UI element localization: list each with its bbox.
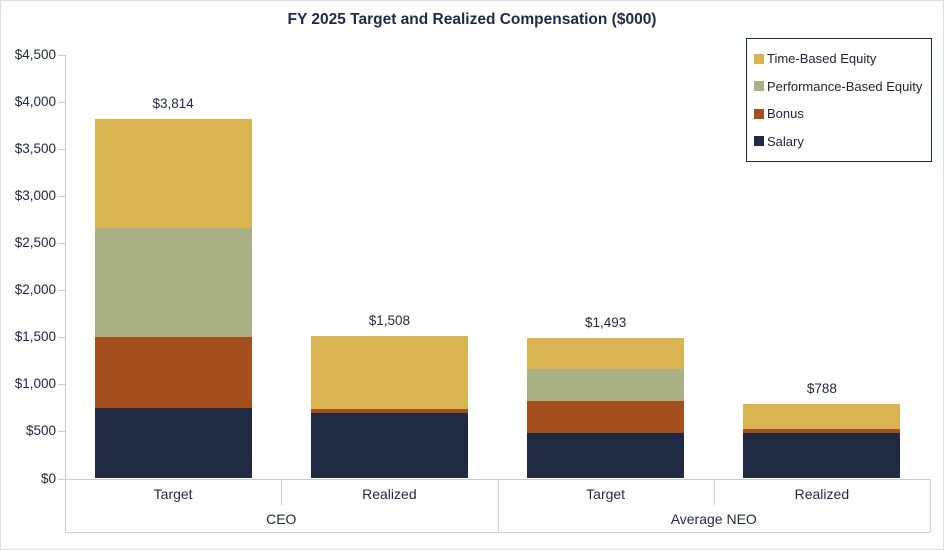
y-axis-tick-mark	[58, 478, 65, 480]
bar-total-label: $1,508	[368, 313, 411, 329]
bar-segment-performance-based-equity[interactable]	[527, 369, 685, 401]
y-axis-tick-mark	[58, 384, 65, 386]
bar-segment-salary[interactable]	[743, 433, 901, 479]
legend-item-time-based-equity[interactable]: Time-Based Equity	[754, 51, 931, 66]
y-axis-tick-label: $1,500	[14, 329, 56, 345]
bar-segment-bonus[interactable]	[743, 429, 901, 434]
bar-segment-bonus[interactable]	[527, 400, 685, 434]
y-axis-tick-label: $3,500	[14, 140, 56, 156]
x-axis-category-label: Realized	[794, 485, 850, 502]
y-axis-tick-mark	[58, 242, 65, 244]
x-axis-group-label: CEO	[266, 511, 297, 528]
legend-swatch-icon	[754, 108, 764, 119]
bar-segment-time-based-equity[interactable]	[310, 336, 468, 409]
legend-label: Performance-Based Equity	[767, 78, 923, 94]
bar-segment-salary[interactable]	[310, 412, 468, 479]
legend-item-salary[interactable]: Salary	[754, 134, 931, 149]
x-axis-group-separator	[497, 478, 499, 532]
bar-segment-bonus[interactable]	[310, 408, 468, 413]
bar-segment-performance-based-equity[interactable]	[94, 228, 252, 338]
y-axis-tick-label: $3,000	[14, 187, 56, 203]
legend-item-bonus[interactable]: Bonus	[754, 106, 931, 121]
legend-swatch-icon	[754, 81, 764, 92]
y-axis-tick-mark	[58, 195, 65, 197]
bar-segment-time-based-equity[interactable]	[743, 404, 901, 430]
legend-label: Time-Based Equity	[767, 51, 877, 67]
y-axis-tick-mark	[58, 431, 65, 433]
bar-segment-time-based-equity[interactable]	[527, 337, 685, 370]
bar-total-label: $3,814	[152, 96, 194, 112]
x-axis-group-separator	[65, 478, 66, 532]
bar-total-label: $788	[806, 381, 837, 397]
legend-item-performance-based-equity[interactable]: Performance-Based Equity	[754, 79, 931, 94]
y-axis-tick-label: $4,500	[14, 46, 56, 62]
x-axis-group-separator	[930, 478, 931, 532]
legend-label: Bonus	[767, 106, 804, 122]
legend-swatch-icon	[754, 136, 764, 147]
y-axis-tick-label: $1,000	[14, 376, 56, 392]
x-axis-category-label: Target	[586, 485, 626, 502]
y-axis-tick-mark	[58, 101, 65, 103]
bar-segment-salary[interactable]	[94, 407, 252, 479]
legend-swatch-icon	[754, 53, 764, 64]
y-axis-tick-mark	[58, 290, 65, 292]
bar-segment-time-based-equity[interactable]	[94, 119, 252, 229]
chart-title: FY 2025 Target and Realized Compensation…	[287, 11, 657, 28]
legend-label: Salary	[767, 133, 804, 149]
x-axis-category-separator	[713, 478, 715, 506]
y-axis-tick-mark	[58, 54, 65, 56]
x-axis-category-label: Realized	[362, 485, 417, 502]
y-axis-tick-mark	[58, 148, 65, 150]
x-axis-bottom-line	[65, 532, 930, 533]
y-axis-tick-mark	[58, 337, 65, 339]
x-axis-category-label: Target	[153, 485, 193, 502]
legend: Time-Based Equity Performance-Based Equit…	[746, 38, 932, 162]
y-axis-tick-label: $0	[40, 470, 56, 486]
bar-segment-salary[interactable]	[527, 433, 685, 479]
y-axis-tick-label: $2,500	[14, 234, 56, 250]
bar-segment-bonus[interactable]	[94, 337, 252, 408]
x-axis-group-label: Average NEO	[670, 511, 757, 528]
y-axis-tick-label: $2,000	[14, 282, 56, 298]
y-axis-tick-label: $4,000	[14, 93, 56, 109]
y-axis-line	[65, 54, 66, 532]
x-axis-category-separator	[281, 478, 283, 506]
bar-total-label: $1,493	[584, 314, 627, 330]
y-axis-tick-label: $500	[25, 423, 56, 439]
